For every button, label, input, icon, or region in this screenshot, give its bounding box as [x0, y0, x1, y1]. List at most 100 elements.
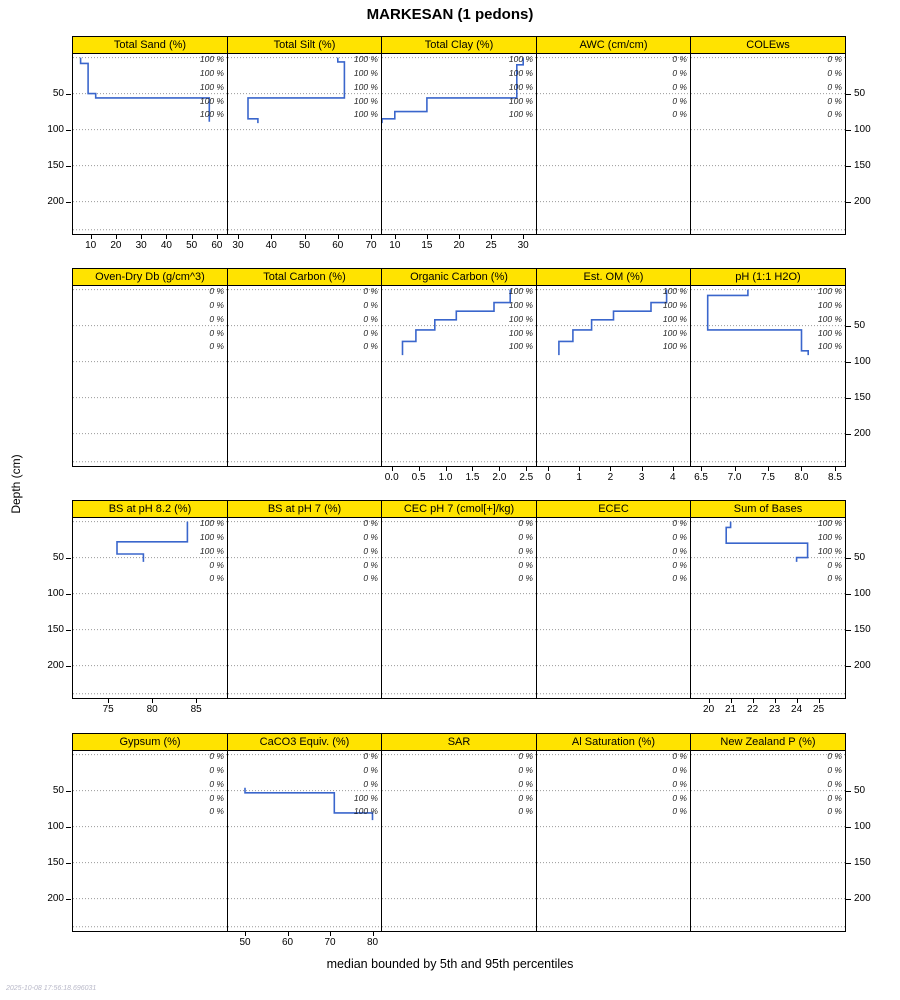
y-tick-label: 100 [854, 587, 871, 599]
contributing-fraction-label: 0 % [209, 778, 224, 789]
y-tick-mark [846, 325, 851, 327]
contributing-fraction-label: 100 % [353, 81, 378, 92]
contributing-fraction-label: 100 % [508, 300, 533, 311]
y-tick-label: 200 [47, 892, 64, 904]
contributing-fraction-label: 0 % [827, 751, 842, 762]
x-tick-mark [734, 467, 736, 471]
contributing-fraction-label: 100 % [508, 54, 533, 65]
y-tick-label: 100 [47, 820, 64, 832]
contributing-fraction-label: 0 % [827, 81, 842, 92]
y-tick-label: 50 [52, 784, 64, 796]
contributing-fraction-label: 100 % [199, 545, 224, 556]
y-tick-label: 150 [47, 856, 64, 868]
x-tick-mark [271, 235, 273, 239]
median-line [706, 289, 809, 356]
x-tick-mark [330, 932, 331, 936]
contributing-fraction-label: 100 % [199, 518, 224, 529]
x-tick-mark [796, 699, 798, 703]
strip-al-saturation: Al Saturation (%) [536, 733, 691, 751]
panel-est-om: 100 % 100 % 100 % 100 % 100 % [536, 285, 691, 467]
contributing-fraction-label: 100 % [817, 532, 842, 543]
y-tick-label: 150 [854, 159, 871, 171]
contributing-fraction-label: 100 % [199, 109, 224, 120]
contributing-fraction-label: 0 % [827, 792, 842, 803]
y-tick-label: 200 [47, 195, 64, 207]
strip-total-silt: Total Silt (%) [227, 36, 382, 54]
contributing-fraction-label: 0 % [827, 573, 842, 584]
panel-canvas [382, 754, 536, 928]
x-tick-mark [801, 467, 803, 471]
x-tick-mark [491, 235, 493, 239]
x-tick-label: 80 [146, 704, 158, 715]
x-tick-label: 20 [453, 240, 465, 251]
y-tick-mark [846, 361, 851, 363]
x-tick-mark [115, 235, 117, 239]
contributing-fraction-label: 0 % [518, 545, 533, 556]
panel-al-saturation: 0 % 0 % 0 % 0 % 0 % [536, 750, 691, 932]
contributing-fraction-label: 100 % [508, 109, 533, 120]
contributing-fraction-label: 0 % [518, 518, 533, 529]
contributing-fraction-label: 0 % [209, 792, 224, 803]
y-tick-mark [846, 129, 851, 131]
median-line [247, 57, 346, 124]
contributing-fraction-label: 0 % [672, 54, 687, 65]
x-tick-label: 75 [102, 704, 114, 715]
panel-total-sand: 100 % 100 % 100 % 100 % 100 % [72, 53, 228, 235]
y-tick-mark [66, 790, 71, 792]
x-tick-label: 25 [813, 704, 825, 715]
x-tick-mark [834, 467, 836, 471]
median-line [382, 57, 524, 124]
panel-canvas [537, 521, 690, 695]
contributing-fraction-label: 100 % [199, 81, 224, 92]
x-tick-label: 80 [366, 937, 379, 948]
x-tick-label: 1.5 [465, 472, 480, 483]
contributing-fraction-label: 0 % [209, 286, 224, 297]
y-tick-label: 150 [854, 623, 871, 635]
x-tick-mark [579, 467, 581, 471]
contributing-fraction-label: 0 % [518, 573, 533, 584]
x-tick-mark [191, 235, 193, 239]
y-axis-label: Depth (cm) [9, 454, 23, 514]
x-tick-label: 0 [545, 472, 551, 483]
x-tick-mark [752, 699, 754, 703]
y-tick-mark [846, 201, 851, 203]
x-tick-mark [523, 235, 525, 239]
y-tick-mark [66, 593, 71, 595]
strip-gypsum: Gypsum (%) [72, 733, 228, 751]
y-tick-mark [66, 862, 71, 864]
y-tick-mark [846, 898, 851, 900]
y-tick-mark [846, 165, 851, 167]
y-tick-label: 150 [47, 623, 64, 635]
median-line [401, 289, 511, 356]
contributing-fraction-label: 100 % [662, 300, 687, 311]
x-tick-mark [90, 235, 92, 239]
x-tick-label: 60 [211, 240, 223, 251]
contributing-fraction-label: 0 % [518, 778, 533, 789]
panel-cec-ph-7-cmol-kg: 0 % 0 % 0 % 0 % 0 % [381, 517, 537, 699]
x-tick-label: 30 [135, 240, 147, 251]
panel-canvas [691, 754, 845, 928]
x-tick-mark [499, 467, 501, 471]
x-tick-mark [371, 235, 373, 239]
panel-bs-at-ph-8-2: 100 % 100 % 100 % 0 % 0 % [72, 517, 228, 699]
contributing-fraction-label: 100 % [199, 54, 224, 65]
y-tick-label: 100 [854, 820, 871, 832]
x-tick-mark [472, 467, 474, 471]
x-tick-mark [391, 467, 393, 471]
x-tick-label: 2.0 [492, 472, 507, 483]
contributing-fraction-label: 0 % [672, 792, 687, 803]
contributing-fraction-label: 0 % [672, 765, 687, 776]
contributing-fraction-label: 0 % [363, 341, 378, 352]
x-tick-label: 10 [85, 240, 97, 251]
contributing-fraction-label: 0 % [363, 286, 378, 297]
contributing-fraction-label: 100 % [199, 68, 224, 79]
x-tick-label: 2 [607, 472, 614, 483]
strip-bs-at-ph-7: BS at pH 7 (%) [227, 500, 382, 518]
x-tick-label: 6.5 [694, 472, 708, 483]
contributing-fraction-label: 0 % [209, 765, 224, 776]
y-tick-mark [846, 826, 851, 828]
contributing-fraction-label: 0 % [827, 68, 842, 79]
contributing-fraction-label: 100 % [508, 286, 533, 297]
contributing-fraction-label: 100 % [353, 54, 378, 65]
